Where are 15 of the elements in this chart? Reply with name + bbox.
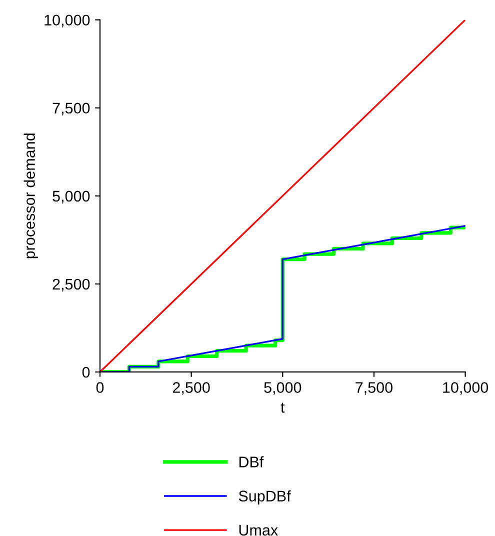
y-tick-label: 7,500 [52, 102, 90, 116]
x-tick-label: 0 [96, 382, 104, 393]
x-tick-label: 10,000 [443, 382, 488, 395]
x-tick-label: 2,500 [172, 382, 210, 395]
legend-label: DBf [239, 456, 264, 468]
x-axis-title: t [280, 402, 285, 413]
y-tick-label: 10,000 [44, 14, 90, 28]
y-tick-label: 2,500 [52, 278, 90, 292]
legend-label: SupDBf [238, 490, 291, 505]
x-tick-label: 7,500 [356, 382, 392, 395]
y-tick-label: 5,000 [52, 190, 90, 204]
legend-label: Umax [239, 524, 278, 536]
y-axis-title: processor demand [24, 134, 38, 258]
x-tick-label: 5,000 [264, 382, 302, 395]
y-tick-label: 0 [82, 366, 90, 378]
